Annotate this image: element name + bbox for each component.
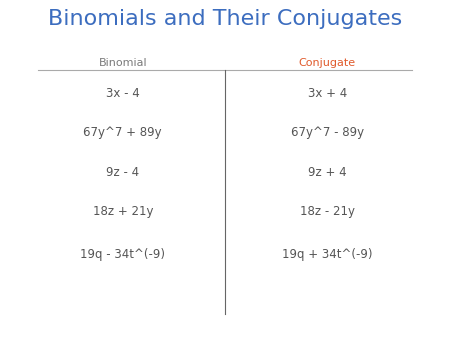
Text: 18z - 21y: 18z - 21y [300, 205, 355, 218]
Text: 3x - 4: 3x - 4 [106, 87, 140, 100]
Text: Conjugate: Conjugate [299, 58, 356, 68]
Text: 19q - 34t^(-9): 19q - 34t^(-9) [80, 248, 165, 261]
Text: 67y^7 - 89y: 67y^7 - 89y [291, 127, 364, 139]
Text: 18z + 21y: 18z + 21y [93, 205, 153, 218]
Text: 67y^7 + 89y: 67y^7 + 89y [83, 127, 162, 139]
Text: Binomial: Binomial [99, 58, 147, 68]
Text: 19q + 34t^(-9): 19q + 34t^(-9) [282, 248, 373, 261]
Text: 9z - 4: 9z - 4 [106, 166, 140, 179]
Text: 9z + 4: 9z + 4 [308, 166, 346, 179]
Text: Binomials and Their Conjugates: Binomials and Their Conjugates [48, 9, 402, 29]
Text: 3x + 4: 3x + 4 [308, 87, 347, 100]
